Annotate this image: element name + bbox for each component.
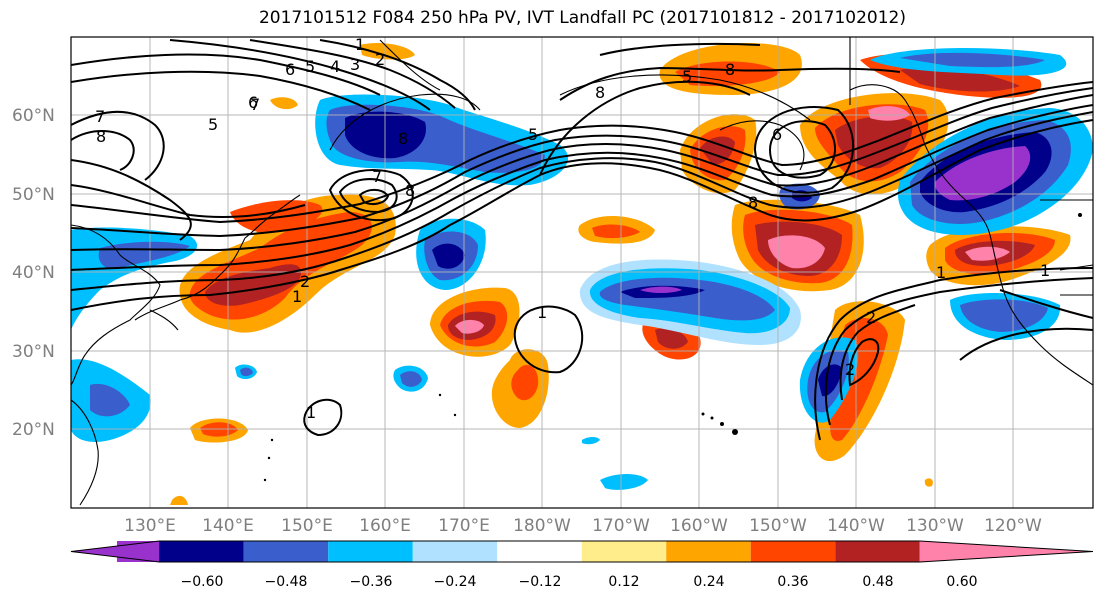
contour-label: 2 <box>866 308 876 327</box>
contour-label: 5 <box>208 115 218 134</box>
contour-label: 4 <box>330 57 340 76</box>
contour-label: 8 <box>405 181 415 200</box>
lon-label: 160°E <box>359 516 411 536</box>
colorbar-tick-label: 0.48 <box>862 574 893 590</box>
lon-label: 130°W <box>906 516 964 536</box>
colorbar-tick-label: −0.48 <box>265 574 308 590</box>
contour-label: 1 <box>355 35 365 54</box>
contour-label: 7 <box>95 107 105 126</box>
colorbar-swatch <box>497 541 582 562</box>
contour-label: 1 <box>292 287 302 306</box>
figure-title: 2017101512 F084 250 hPa PV, IVT Landfall… <box>258 8 906 28</box>
colorbar <box>70 540 1094 563</box>
colorbar-swatch <box>243 541 329 562</box>
contour-label: 7 <box>250 95 260 114</box>
contour-label: 2 <box>845 360 855 379</box>
contour-label: 8 <box>725 60 735 79</box>
lon-label: 150°W <box>749 516 807 536</box>
colorbar-tick-label: 0.60 <box>946 574 977 590</box>
contour-label: 8 <box>748 193 758 212</box>
contour-label: 1 <box>537 303 547 322</box>
lon-label: 120°W <box>984 516 1042 536</box>
contour-label: 1 <box>306 403 316 422</box>
colorbar-swatch <box>159 541 244 562</box>
colorbar-tick-label: 0.24 <box>693 574 724 590</box>
contour-label: 7 <box>372 167 382 186</box>
pv-contours <box>71 39 1093 441</box>
colorbar-swatch <box>835 541 920 562</box>
islands <box>263 213 1082 482</box>
lon-label: 140°E <box>202 516 254 536</box>
lat-label: 40°N <box>12 263 55 283</box>
colorbar-tick-label: −0.36 <box>350 574 393 590</box>
contour-labels: 1 2 3 4 5 6 7 8 5 6 7 8 5 8 8 2 1 1 2 1 … <box>95 35 1050 422</box>
lon-label: 170°W <box>592 516 650 536</box>
lon-label: 180°W <box>513 516 571 536</box>
lat-label: 20°N <box>12 420 55 440</box>
negative-anomaly-fills <box>71 48 1093 490</box>
contour-label: 6 <box>772 125 782 144</box>
lat-label: 60°N <box>12 106 55 126</box>
longitude-labels: 130°E 140°E 150°E 160°E 170°E 180°W 170°… <box>124 516 1042 536</box>
contour-label: 8 <box>595 83 605 102</box>
contour-label: 8 <box>96 127 106 146</box>
contour-label: 6 <box>285 60 295 79</box>
coastlines <box>71 37 1093 506</box>
latitude-labels: 60°N 50°N 40°N 30°N 20°N <box>12 106 55 440</box>
contour-label: 1 <box>936 263 946 282</box>
colorbar-extend-max <box>919 541 1093 562</box>
lon-label: 160°W <box>670 516 728 536</box>
colorbar-tick-label: 0.12 <box>608 574 639 590</box>
colorbar-tick-label: 0.36 <box>777 574 808 590</box>
positive-anomaly-fills <box>170 43 1071 505</box>
contour-label: 5 <box>682 67 692 86</box>
colorbar-ticks: −0.60 −0.48 −0.36 −0.24 −0.12 0.12 0.24 … <box>181 574 978 590</box>
colorbar-swatch <box>581 541 667 562</box>
contour-label: 8 <box>398 129 408 148</box>
lat-label: 50°N <box>12 185 55 205</box>
contour-label: 6 <box>248 93 258 112</box>
lon-label: 140°W <box>827 516 885 536</box>
colorbar-tick-label: −0.60 <box>181 574 224 590</box>
lon-label: 130°E <box>124 516 176 536</box>
contour-label: 2 <box>375 50 385 69</box>
contour-label: 3 <box>350 55 360 74</box>
map-frame <box>70 36 1094 509</box>
lon-label: 170°E <box>438 516 490 536</box>
colorbar-tick-label: −0.24 <box>434 574 477 590</box>
colorbar-outline <box>70 540 1094 563</box>
graticule <box>71 37 1093 508</box>
colorbar-swatch <box>328 541 413 562</box>
contour-label: 5 <box>305 57 315 76</box>
contour-label: 2 <box>300 272 310 291</box>
colorbar-swatch <box>412 541 498 562</box>
contour-label: 5 <box>528 125 538 144</box>
colorbar-swatch <box>666 541 751 562</box>
contour-label: 1 <box>1040 261 1050 280</box>
colorbar-tick-label: −0.12 <box>519 574 562 590</box>
lon-label: 150°E <box>281 516 333 536</box>
lat-label: 30°N <box>12 342 55 362</box>
colorbar-swatch <box>750 541 836 562</box>
